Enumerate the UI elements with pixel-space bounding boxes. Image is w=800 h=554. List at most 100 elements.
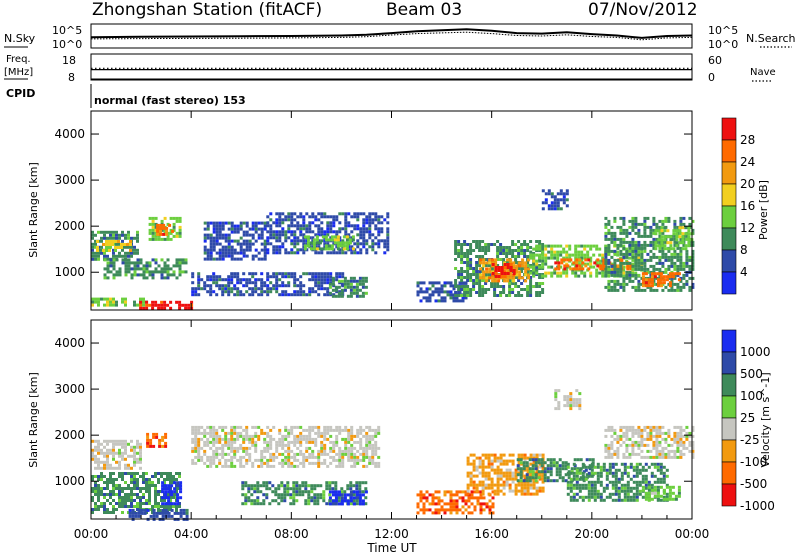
colorbar-swatch (721, 351, 737, 375)
power-region-1 (139, 300, 194, 310)
power-region-20 (654, 226, 694, 251)
colorbar-tick-label: -100 (740, 455, 767, 469)
ytick-label: 2000 (54, 428, 85, 442)
xtick-label: 08:00 (274, 527, 309, 541)
xtick-label: 00:00 (74, 527, 109, 541)
velocity-yticks: 1000 2000 3000 4000 (54, 336, 692, 488)
ytick-label: 4000 (54, 336, 85, 350)
colorbar-tick-label: 8 (740, 243, 748, 257)
velocity-colorbar-label: Velocity [m s^-1] (759, 372, 772, 467)
power-region-12 (416, 281, 468, 303)
power-region-3 (96, 240, 132, 252)
power-region-11 (328, 276, 368, 298)
power-region-15 (491, 263, 516, 278)
xtick-label: 16:00 (474, 527, 509, 541)
colorbar-tick-label: 20 (740, 177, 755, 191)
colorbar-tick-label: 28 (740, 133, 755, 147)
power-data (91, 189, 695, 310)
nsearch-tick-top: 10^5 (708, 24, 738, 37)
freq-unit-label: [MHz] (4, 67, 33, 78)
colorbar-swatch (721, 161, 737, 185)
colorbar-tick-label: -25 (740, 433, 760, 447)
nsearch-label: N.Search (746, 32, 796, 45)
velocity-region-3 (146, 432, 168, 448)
nave-tick-top: 60 (708, 54, 722, 67)
xtick-label: 12:00 (374, 527, 409, 541)
velocity-region-4 (161, 481, 183, 506)
freq-lines (91, 67, 692, 80)
velocity-region-9 (466, 453, 545, 496)
power-region-0 (91, 297, 148, 307)
nsearch-tick-bottom: 10^0 (708, 38, 738, 51)
cpid-text: normal (fast stereo) 153 (94, 94, 246, 107)
nsky-label: N.Sky (4, 32, 36, 45)
xtick-label: 00:00 (675, 527, 710, 541)
nsky-lines (90, 28, 693, 41)
power-region-4 (103, 258, 188, 280)
power-region-19 (641, 272, 681, 288)
colorbar-swatch (721, 483, 737, 507)
colorbar-swatch (721, 395, 737, 419)
velocity-region-5 (191, 425, 381, 468)
nsky-tick-bottom: 10^0 (52, 38, 82, 51)
freq-panel-frame (90, 53, 693, 81)
velocity-region-11 (566, 462, 669, 502)
power-region-9 (303, 235, 355, 251)
colorbar-tick-label: 100 (740, 389, 763, 403)
colorbar-swatch (721, 139, 737, 163)
nave-label: Nave (750, 67, 776, 78)
station-title: Zhongshan Station (fitACF) (92, 0, 322, 20)
colorbar-swatch (721, 183, 737, 207)
colorbar-swatch (721, 227, 737, 251)
colorbar-tick-label: 12 (740, 221, 755, 235)
nsky-tick-top: 10^5 (52, 24, 82, 37)
nave-tick-bottom: 0 (708, 71, 715, 84)
ytick-label: 4000 (54, 127, 85, 141)
power-yticks: 1000 2000 3000 4000 (54, 127, 692, 279)
colorbar-tick-label: 1000 (740, 345, 771, 359)
colorbar-swatch (721, 205, 737, 229)
date-label: 07/Nov/2012 (588, 0, 698, 20)
power-region-21 (541, 189, 569, 211)
colorbar-swatch (721, 117, 737, 141)
colorbar-swatch (721, 271, 737, 295)
colorbar-tick-label: 16 (740, 199, 755, 213)
power-ylabel: Slant Range [km] (27, 162, 40, 258)
xtick-label: 20:00 (575, 527, 610, 541)
nsearch-series-line (90, 31, 693, 41)
nsky-series-line (90, 28, 693, 39)
colorbar-tick-label: 24 (740, 155, 755, 169)
colorbar-tick-label: 500 (740, 367, 763, 381)
velocity-colorbar: 1000 500 100 25 -25 -100 -500 -1000 (721, 329, 775, 513)
colorbar-swatch (721, 249, 737, 273)
power-region-10 (191, 272, 345, 297)
colorbar-swatch (721, 439, 737, 463)
velocity-region-14 (641, 485, 681, 501)
colorbar-swatch (721, 329, 737, 353)
ytick-label: 3000 (54, 382, 85, 396)
ytick-label: 3000 (54, 173, 85, 187)
ytick-label: 2000 (54, 219, 85, 233)
freq-tick-top: 18 (62, 54, 76, 67)
freq-tick-bottom: 8 (68, 71, 75, 84)
ytick-label: 1000 (54, 474, 85, 488)
velocity-ylabel: Slant Range [km] (27, 372, 40, 468)
power-region-6 (156, 223, 175, 236)
power-region-13 (454, 240, 545, 297)
x-axis-ticks: 00:00 04:00 08:00 12:00 16:00 20:00 00:00 (74, 111, 710, 541)
velocity-region-7 (328, 490, 368, 506)
power-region-7 (203, 221, 267, 261)
beam-label: Beam 03 (386, 0, 462, 20)
colorbar-swatch (721, 373, 737, 397)
velocity-region-13 (554, 389, 582, 411)
colorbar-tick-label: -1000 (740, 499, 775, 513)
velocity-region-0 (91, 439, 142, 470)
power-colorbar-label: Power [dB] (757, 180, 770, 240)
ytick-label: 1000 (54, 265, 85, 279)
x-axis-label: Time UT (366, 541, 417, 554)
freq-label: Freq. (6, 54, 31, 65)
colorbar-tick-label: 25 (740, 411, 755, 425)
xtick-label: 04:00 (174, 527, 209, 541)
cpid-label: CPID (6, 87, 35, 100)
